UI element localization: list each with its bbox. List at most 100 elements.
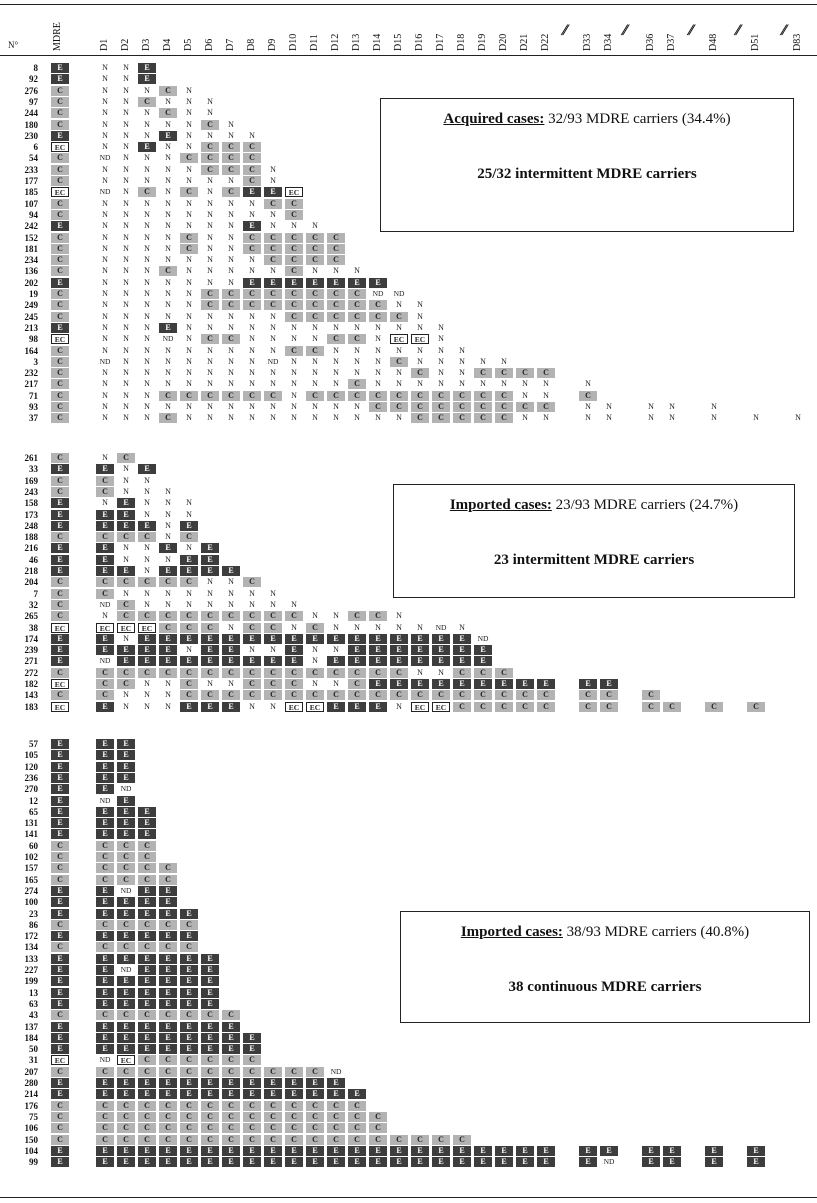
day-status-cell: C [285,1100,303,1111]
day-status-cell: N [144,277,150,287]
mdre-status-cell: C [51,300,69,311]
day-status-cell: C [201,1055,219,1066]
day-status-cell: N [123,119,129,129]
day-status-cell: C [264,611,282,622]
day-status-cell: C [348,311,366,322]
day-status-cell: N [270,599,276,609]
day-status-cell: N [312,379,318,389]
day-status-cell: C [180,187,198,198]
day-status-cell: N [375,322,381,332]
day-status-cell: C [369,1123,387,1134]
patient-id: 50 [29,1044,38,1055]
day-status-cell: C [369,1111,387,1122]
day-status-cell: E [96,806,114,817]
day-status-cell: C [243,690,261,701]
day-status-cell: C [453,690,471,701]
day-status-cell: E [180,953,198,964]
day-status-cell: C [306,622,324,633]
patient-id: 182 [24,679,39,689]
day-status-cell: N [291,390,297,400]
patient-id: 213 [24,322,39,333]
day-status-cell: N [438,667,444,677]
day-status-cell: C [411,402,429,412]
mdre-status-cell: E [51,965,69,975]
day-status-cell: E [96,772,114,783]
day-status-cell: E [138,645,156,656]
day-status-cell: N [144,509,150,519]
day-status-cell: E [138,1044,156,1055]
day-status-cell: C [264,255,282,266]
mdre-status-cell: C [51,153,69,164]
day-status-cell: N [270,176,276,185]
patient-id: 98 [29,334,38,345]
day-status-cell: C [243,1100,261,1111]
day-status-cell: N [144,266,150,276]
day-status-cell: E [159,1145,177,1156]
patient-id: 176 [24,1100,39,1111]
mdre-status-cell: C [51,311,69,322]
mdre-status-cell: C [51,266,69,277]
day-status-cell: N [270,322,276,332]
day-status-cell: N [102,379,108,389]
patient-id: 152 [24,232,39,243]
day-status-cell: C [243,289,261,299]
axis-break-mark: // [778,22,787,39]
day-status-cell: E [117,1078,135,1088]
day-status-cell: C [138,611,156,622]
day-column-header: D34 [603,33,614,51]
day-status-cell: N [270,368,276,378]
mdre-status-cell: E [51,784,69,795]
day-status-cell: E [243,1145,261,1156]
day-status-cell: E [117,829,135,840]
day-status-cell: C [243,300,261,311]
mdre-status-cell: C [51,1134,69,1145]
day-status-cell: C [390,356,408,367]
day-status-cell: C [201,142,219,153]
day-status-cell: E [159,1078,177,1088]
patient-id: 180 [24,119,39,130]
day-status-cell: C [243,1134,261,1145]
day-status-cell: C [453,390,471,401]
day-status-cell: N [270,413,276,423]
patient-id: 92 [29,74,38,85]
day-status-cell: N [123,243,129,253]
day-status-cell: E [96,885,114,896]
day-status-cell: C [180,942,198,953]
day-status-cell: E [369,1145,387,1156]
day-status-cell: N [333,645,339,655]
day-status-cell: E [96,897,114,908]
patient-id: 65 [29,806,38,817]
day-status-cell: N [165,153,171,163]
day-status-cell: N [144,345,150,355]
day-status-cell: C [453,701,471,712]
day-status-cell: N [480,379,486,389]
day-status-cell: N [186,85,192,95]
day-status-cell: C [201,390,219,401]
day-status-cell: C [117,1100,135,1111]
day-column-header: D16 [414,33,425,51]
day-status-cell: E [201,701,219,712]
day-status-cell: C [138,852,156,862]
mdre-status-cell: E [51,1044,69,1055]
day-status-cell: N [354,356,360,366]
day-status-cell: N [375,413,381,423]
day-status-cell: N [438,368,444,378]
day-column-header: D33 [582,33,593,51]
day-status-cell: C [117,919,135,930]
patient-id: 185 [24,187,39,198]
day-status-cell: N [123,153,129,163]
patient-id: 19 [29,289,38,299]
day-status-cell: N [144,588,150,598]
day-status-cell: E [180,1032,198,1043]
day-status-cell: E [474,1157,492,1168]
day-status-cell: E [432,1145,450,1156]
day-status-cell: E [411,1145,429,1156]
day-status-cell: C [159,611,177,622]
day-status-cell: N [333,402,339,411]
day-status-cell: C [96,1111,114,1122]
day-status-cell: ND [99,599,111,609]
mdre-status-cell: C [51,255,69,266]
day-status-cell: EC [117,622,135,633]
patient-id: 71 [29,390,38,401]
mdre-status-cell: C [51,119,69,130]
